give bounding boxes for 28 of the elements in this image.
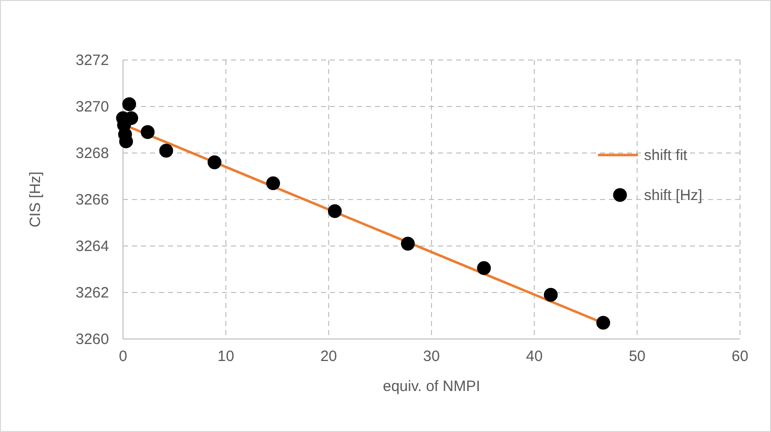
point (122, 97, 136, 112)
y-tick-label: 3266 (76, 192, 109, 208)
point (544, 288, 558, 302)
x-axis-title: equiv. of NMPI (382, 378, 480, 395)
x-tick-label: 0 (118, 348, 128, 365)
x-tick-label: 10 (217, 348, 234, 365)
x-tick-label: 60 (732, 348, 748, 365)
point (266, 176, 280, 190)
point (328, 204, 342, 218)
legend-label: shift [Hz] (644, 187, 702, 204)
x-tick-label: 30 (423, 348, 440, 365)
point (477, 261, 491, 275)
point (159, 144, 174, 158)
point (596, 316, 610, 330)
x-tick-label: 20 (320, 348, 338, 365)
y-tick-label: 3260 (76, 331, 109, 348)
point (400, 236, 415, 251)
x-tick-label: 50 (628, 348, 646, 365)
y-axis-title: CIS [Hz] (27, 172, 44, 228)
y-tick-label: 3270 (76, 98, 109, 116)
y-tick-label: 3264 (76, 238, 109, 255)
x-tick-label: 40 (526, 348, 543, 365)
y-tick-label: 3268 (76, 145, 109, 162)
point (208, 155, 222, 170)
y-tick-label: 3272 (76, 52, 109, 69)
legend-label: shift fit (644, 147, 688, 164)
point (140, 125, 155, 139)
y-tick-label: 3262 (76, 284, 109, 302)
